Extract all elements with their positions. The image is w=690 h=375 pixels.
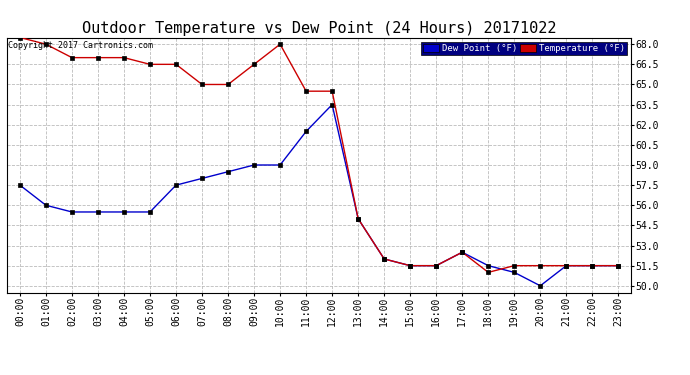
Text: Copyright 2017 Cartronics.com: Copyright 2017 Cartronics.com	[8, 41, 152, 50]
Legend: Dew Point (°F), Temperature (°F): Dew Point (°F), Temperature (°F)	[422, 42, 627, 55]
Title: Outdoor Temperature vs Dew Point (24 Hours) 20171022: Outdoor Temperature vs Dew Point (24 Hou…	[82, 21, 556, 36]
